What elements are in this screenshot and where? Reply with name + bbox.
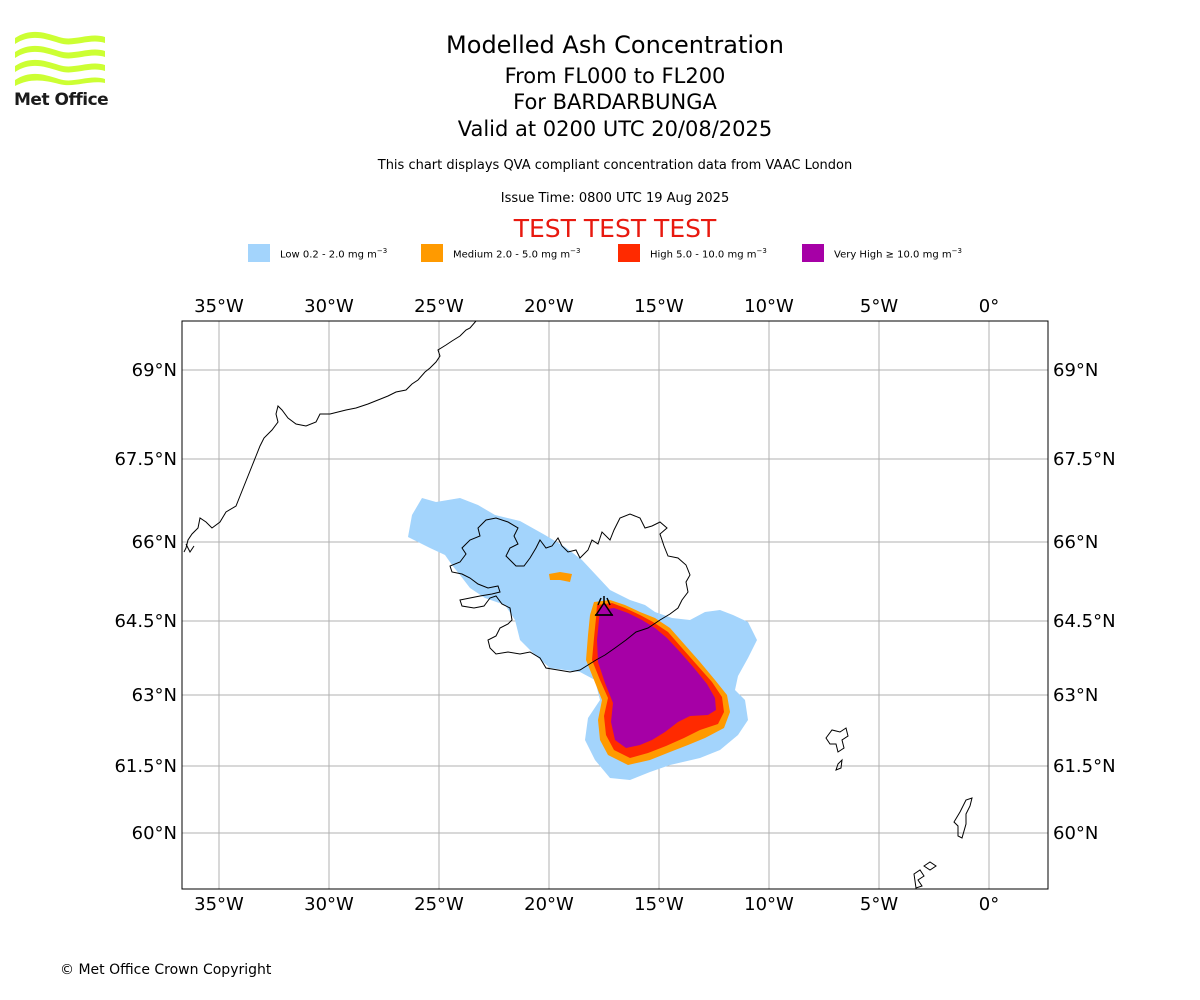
lon-label: 25°W: [414, 894, 464, 915]
lat-label: 67.5°N: [1053, 449, 1116, 470]
iceland-coastline: [449, 513, 691, 673]
lat-label: 60°N: [1053, 823, 1098, 844]
lon-label: 25°W: [414, 296, 464, 317]
chart-title: Modelled Ash Concentration: [446, 31, 784, 59]
ash-area-very-high: [597, 608, 716, 748]
lon-labels-top: 35°W 30°W 25°W 20°W 15°W 10°W 5°W 0°: [194, 296, 999, 317]
lat-labels-left: 69°N 67.5°N 66°N 64.5°N 63°N 61.5°N 60°N: [114, 360, 177, 844]
logo-text: Met Office: [14, 90, 109, 110]
lat-label: 63°N: [1053, 685, 1098, 706]
lat-label: 61.5°N: [114, 756, 177, 777]
legend-swatch-high: [618, 244, 640, 262]
lon-label: 35°W: [194, 894, 244, 915]
lon-label: 5°W: [860, 296, 898, 317]
lon-labels-bottom: 35°W 30°W 25°W 20°W 15°W 10°W 5°W 0°: [194, 894, 999, 915]
lon-label: 30°W: [304, 894, 354, 915]
qva-subtitle: This chart displays QVA compliant concen…: [377, 158, 853, 173]
valid-time: Valid at 0200 UTC 20/08/2025: [457, 117, 773, 141]
copyright-notice: © Met Office Crown Copyright: [60, 962, 272, 978]
legend-label-high: High 5.0 - 10.0 mg m−3: [650, 247, 767, 261]
lon-label: 5°W: [860, 894, 898, 915]
legend-swatch-medium: [421, 244, 443, 262]
legend-label-very-high: Very High ≥ 10.0 mg m−3: [834, 247, 962, 261]
shetland-islands: [953, 797, 973, 839]
legend-label-low: Low 0.2 - 2.0 mg m−3: [280, 247, 388, 261]
lon-label: 0°: [979, 894, 999, 915]
legend-swatch-low: [248, 244, 270, 262]
lat-label: 66°N: [132, 532, 177, 553]
lon-label: 30°W: [304, 296, 354, 317]
legend-label-medium: Medium 2.0 - 5.0 mg m−3: [453, 247, 581, 261]
lon-label: 15°W: [634, 894, 684, 915]
lat-label: 61.5°N: [1053, 756, 1116, 777]
orkney-islands: [913, 861, 937, 889]
lat-label: 63°N: [132, 685, 177, 706]
ash-area-medium-patch: [549, 572, 572, 582]
volcano-marker-icon: [594, 596, 614, 616]
map-frame: [181, 320, 1049, 890]
lon-label: 15°W: [634, 296, 684, 317]
lat-label: 64.5°N: [114, 611, 177, 632]
greenland-coastline: [183, 321, 477, 553]
lat-label: 66°N: [1053, 532, 1098, 553]
lon-label: 20°W: [524, 296, 574, 317]
lat-label: 69°N: [1053, 360, 1098, 381]
lat-label: 64.5°N: [1053, 611, 1116, 632]
test-banner: TEST TEST TEST: [513, 214, 717, 243]
lat-labels-right: 69°N 67.5°N 66°N 64.5°N 63°N 61.5°N 60°N: [1053, 360, 1116, 844]
legend-swatch-very-high: [802, 244, 824, 262]
issue-time: Issue Time: 0800 UTC 19 Aug 2025: [500, 191, 730, 206]
lon-label: 35°W: [194, 296, 244, 317]
logo-wave-icon: [15, 31, 105, 86]
faroe-islands: [825, 727, 849, 771]
lon-label: 20°W: [524, 894, 574, 915]
lat-label: 67.5°N: [114, 449, 177, 470]
flight-level-range: From FL000 to FL200: [504, 64, 726, 88]
lat-label: 60°N: [132, 823, 177, 844]
volcano-title: For BARDARBUNGA: [513, 90, 717, 114]
lon-label: 10°W: [744, 296, 794, 317]
lon-label: 10°W: [744, 894, 794, 915]
lat-label: 69°N: [132, 360, 177, 381]
lon-label: 0°: [979, 296, 999, 317]
met-office-logo: Met Office: [14, 30, 109, 112]
